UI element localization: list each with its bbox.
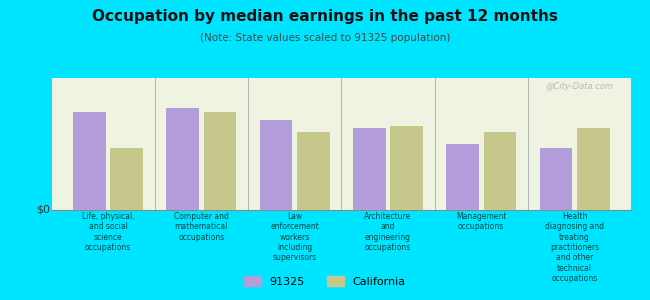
Bar bbox=[111, 148, 143, 210]
Text: (Note: State values scaled to 91325 population): (Note: State values scaled to 91325 popu… bbox=[200, 33, 450, 43]
Text: Computer and
mathematical
occupations: Computer and mathematical occupations bbox=[174, 212, 229, 242]
Text: Health
diagnosing and
treating
practitioners
and other
technical
occupations: Health diagnosing and treating practitio… bbox=[545, 212, 604, 283]
Bar bbox=[73, 112, 106, 210]
Bar bbox=[166, 108, 199, 210]
Text: Architecture
and
engineering
occupations: Architecture and engineering occupations bbox=[364, 212, 411, 252]
Bar bbox=[297, 132, 330, 210]
Text: Management
occupations: Management occupations bbox=[456, 212, 506, 231]
Text: Occupation by median earnings in the past 12 months: Occupation by median earnings in the pas… bbox=[92, 9, 558, 24]
Legend: 91325, California: 91325, California bbox=[240, 272, 410, 291]
Bar bbox=[259, 120, 292, 210]
Bar bbox=[484, 132, 516, 210]
Text: Life, physical,
and social
science
occupations: Life, physical, and social science occup… bbox=[82, 212, 135, 252]
Text: $0: $0 bbox=[36, 205, 50, 215]
Bar bbox=[203, 112, 237, 210]
Bar bbox=[353, 128, 385, 210]
Bar bbox=[446, 144, 479, 210]
Bar bbox=[390, 126, 423, 210]
Bar bbox=[540, 148, 572, 210]
Bar bbox=[577, 128, 610, 210]
Text: Law
enforcement
workers
including
supervisors: Law enforcement workers including superv… bbox=[270, 212, 319, 262]
Text: @City-Data.com: @City-Data.com bbox=[545, 82, 613, 91]
